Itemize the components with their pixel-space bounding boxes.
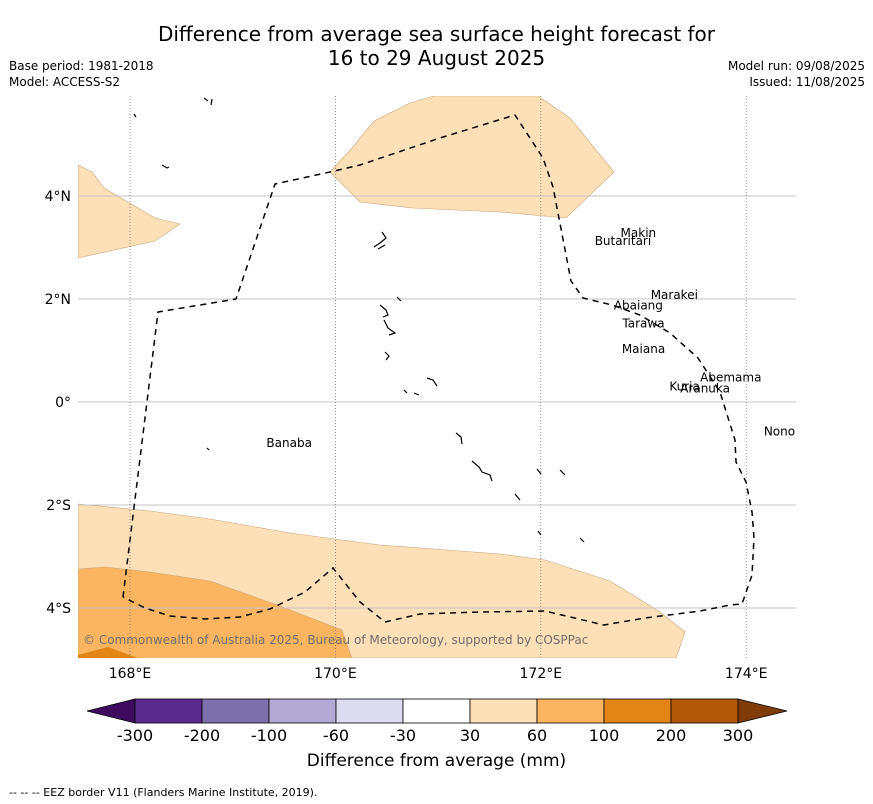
eez-footnote: -- -- -- EEZ border V11 (Flanders Marine… bbox=[9, 786, 318, 799]
coastline bbox=[537, 530, 542, 536]
island-label: Maiana bbox=[622, 342, 665, 356]
island-label: Nonouti bbox=[764, 424, 811, 438]
colorbar-tick-label: -200 bbox=[184, 726, 220, 745]
colorbar: -300 -200 -100 -60 -30 30 60 100 200 300 bbox=[86, 698, 788, 745]
coastline bbox=[373, 231, 387, 248]
colorbar-segment bbox=[536, 698, 605, 724]
anomaly-area-south-medium bbox=[78, 566, 353, 658]
coastline bbox=[514, 493, 521, 501]
colorbar-segment bbox=[469, 698, 538, 724]
coastline bbox=[379, 304, 389, 318]
colorbar-tick-label: -30 bbox=[390, 726, 416, 745]
lat-tick-label: 4°N bbox=[45, 189, 71, 205]
lon-tick-label: 174°E bbox=[725, 666, 768, 682]
colorbar-tick-label: 200 bbox=[656, 726, 687, 745]
island-label: Tarawa bbox=[621, 316, 664, 330]
lon-tick-label: 170°E bbox=[314, 666, 357, 682]
colorbar-tick-label: -300 bbox=[117, 726, 153, 745]
colorbar-tick-label: 300 bbox=[723, 726, 754, 745]
model-run: Model run: 09/08/2025 bbox=[727, 59, 865, 73]
colorbar-label: Difference from average (mm) bbox=[306, 751, 567, 771]
coastline bbox=[403, 389, 408, 394]
coastline bbox=[426, 377, 438, 387]
colorbar-tick-label: -100 bbox=[251, 726, 287, 745]
colorbar-extend-high bbox=[737, 698, 788, 724]
colorbar-segment bbox=[603, 698, 672, 724]
lat-tick-label: 4°S bbox=[46, 601, 71, 617]
title-line-1: Difference from average sea surface heig… bbox=[157, 22, 716, 46]
colorbar-segment bbox=[335, 698, 404, 724]
title-line-2: 16 to 29 August 2025 bbox=[327, 46, 546, 70]
lat-tick-label: 2°N bbox=[45, 292, 71, 308]
issued-date: Issued: 11/08/2025 bbox=[749, 75, 865, 89]
colorbar-segment bbox=[268, 698, 337, 724]
coastline bbox=[383, 319, 397, 336]
coastline bbox=[384, 351, 390, 361]
coastline bbox=[210, 98, 213, 106]
coastline bbox=[471, 460, 493, 482]
lat-tick-label: 2°S bbox=[46, 498, 71, 514]
coastline bbox=[559, 469, 566, 476]
island-label: Banaba bbox=[266, 436, 312, 450]
coastline bbox=[455, 432, 463, 445]
colorbar-segment bbox=[134, 698, 203, 724]
colorbar-tick-label: -60 bbox=[323, 726, 349, 745]
island-label: Aranuka bbox=[680, 382, 730, 396]
island-label: Butaritari bbox=[595, 234, 652, 248]
colorbar-extend-low bbox=[86, 698, 136, 724]
coastline bbox=[133, 113, 137, 118]
coastline bbox=[206, 447, 210, 451]
lon-tick-label: 172°E bbox=[520, 666, 563, 682]
colorbar-segment bbox=[670, 698, 739, 724]
colorbar-tick-label: 100 bbox=[589, 726, 620, 745]
colorbar-tick-label: 60 bbox=[527, 726, 547, 745]
meta-right: Model run: 09/08/2025 Issued: 11/08/2025 bbox=[728, 58, 865, 90]
colorbar-segment bbox=[201, 698, 270, 724]
island-label: Marakei bbox=[651, 288, 698, 302]
model-name: Model: ACCESS-S2 bbox=[9, 75, 121, 89]
island-label: Abemama bbox=[700, 370, 761, 384]
copyright-notice: © Commonwealth of Australia 2025, Bureau… bbox=[83, 633, 588, 647]
coastline bbox=[579, 537, 585, 543]
base-period: Base period: 1981-2018 bbox=[9, 59, 154, 73]
eez-border bbox=[122, 114, 755, 626]
anomaly-area-north bbox=[329, 96, 615, 219]
island-label: Kuria bbox=[669, 380, 700, 394]
coastline bbox=[203, 97, 209, 102]
island-label: Abaiang bbox=[614, 298, 663, 312]
anomaly-area-south-strong bbox=[78, 647, 138, 658]
coastline bbox=[396, 296, 402, 302]
island-label: Makin bbox=[621, 226, 657, 240]
lat-tick-label: 0° bbox=[55, 395, 71, 411]
meta-left: Base period: 1981-2018 Model: ACCESS-S2 bbox=[9, 58, 154, 90]
lon-tick-label: 168°E bbox=[109, 666, 152, 682]
chart-title: Difference from average sea surface heig… bbox=[0, 22, 873, 70]
coastline bbox=[161, 164, 170, 169]
island-label: Tabiteuea bbox=[798, 458, 857, 472]
coastline bbox=[536, 468, 542, 475]
colorbar-segment bbox=[402, 698, 471, 724]
colorbar-tick-label: 30 bbox=[460, 726, 480, 745]
anomaly-area-northwest bbox=[78, 164, 181, 259]
coastline bbox=[377, 244, 386, 250]
coastline bbox=[413, 392, 420, 396]
